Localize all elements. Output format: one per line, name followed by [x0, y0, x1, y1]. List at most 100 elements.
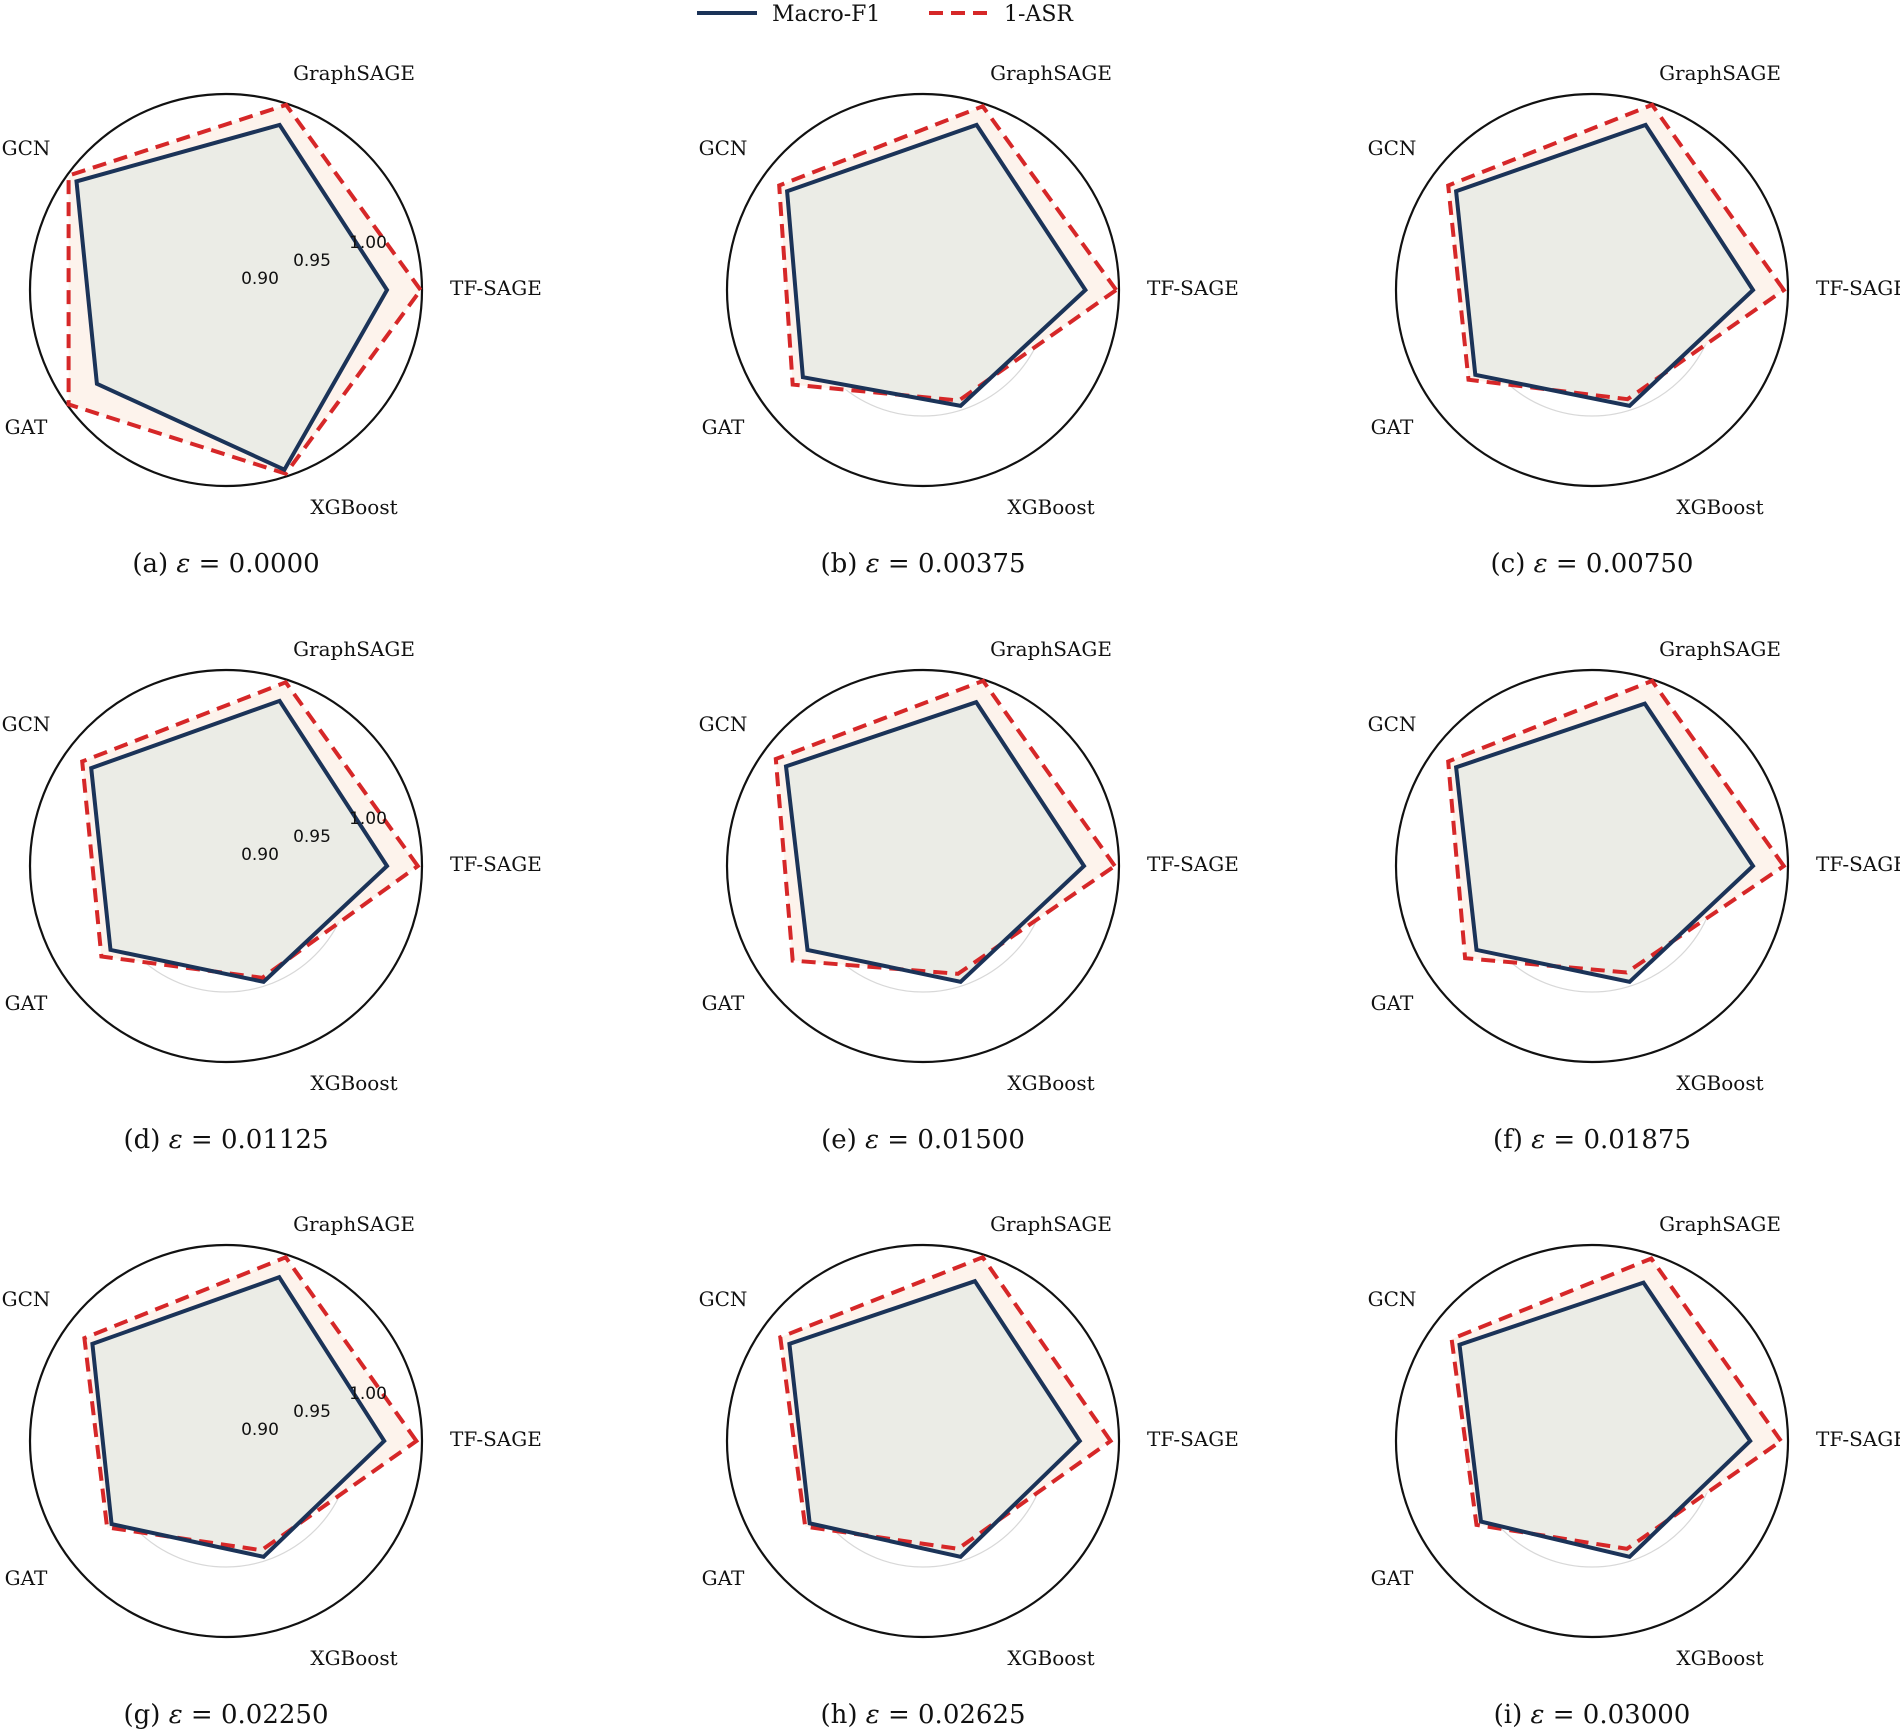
category-label: GAT	[702, 1566, 745, 1590]
outer-circle	[28, 668, 424, 1064]
series-line-macro-f1	[1453, 701, 1756, 984]
series-line-macro-f1	[784, 122, 1089, 408]
panel-caption: (g) ε = 0.02250	[124, 1700, 329, 1730]
category-label: GCN	[699, 1287, 748, 1311]
radar-panel: TF-SAGE GraphSAGE GCN GAT XGBoost (h) ε = 0.0…	[699, 1212, 1239, 1730]
outer-circle	[725, 1243, 1121, 1639]
category-label: TF-SAGE	[1816, 1427, 1900, 1451]
series-line-1-asr	[773, 678, 1118, 976]
category-label: TF-SAGE	[1147, 276, 1239, 300]
category-label: XGBoost	[1676, 495, 1763, 519]
category-label: GCN	[699, 712, 748, 736]
category-label: TF-SAGE	[1147, 1427, 1239, 1451]
r-tick-label: 0.95	[293, 251, 331, 271]
macro-fill	[91, 700, 387, 982]
category-label: GCN	[1368, 1287, 1417, 1311]
macro-fill	[1459, 1282, 1751, 1557]
category-label: XGBoost	[1676, 1646, 1763, 1670]
outer-circle	[725, 668, 1121, 1064]
r-tick-label: 0.90	[241, 269, 279, 289]
category-label: GraphSAGE	[293, 1212, 415, 1236]
category-label: GAT	[5, 991, 48, 1015]
category-label: GAT	[5, 415, 48, 439]
category-label: XGBoost	[1676, 1071, 1763, 1095]
category-label: TF-SAGE	[450, 276, 542, 300]
category-label: GCN	[2, 1287, 51, 1311]
series-line-macro-f1	[783, 699, 1087, 984]
series-line-macro-f1	[1457, 1280, 1753, 1559]
category-label: GraphSAGE	[293, 637, 415, 661]
category-label: XGBoost	[310, 1071, 397, 1095]
category-label: GAT	[1371, 415, 1414, 439]
radar-panel: TF-SAGE GraphSAGE GCN GAT XGBoost (i) ε = 0.0…	[1368, 1212, 1900, 1730]
category-label: GraphSAGE	[990, 61, 1112, 85]
legend-macro-label: Macro-F1	[772, 2, 880, 27]
category-label: XGBoost	[310, 1646, 397, 1670]
outer-circle	[28, 1243, 424, 1639]
legend-asr-label: 1-ASR	[1004, 2, 1074, 27]
radar-panels: 0.90 0.95 1.00 TF-SAGE GraphSAGE GCN GAT XGBoos…	[2, 61, 1900, 1730]
legend: Macro-F1 1-ASR	[697, 2, 1074, 27]
macro-fill	[787, 124, 1086, 406]
macro-fill	[1456, 124, 1753, 406]
macro-fill	[92, 1277, 385, 1557]
category-label: XGBoost	[310, 495, 397, 519]
r-tick-label: 1.00	[349, 233, 387, 253]
panel-caption: (e) ε = 0.01500	[821, 1125, 1025, 1155]
panel-caption: (f) ε = 0.01875	[1493, 1125, 1691, 1155]
category-label: TF-SAGE	[450, 1427, 542, 1451]
panel-caption: (b) ε = 0.00375	[821, 549, 1026, 579]
category-label: GAT	[1371, 991, 1414, 1015]
series-line-macro-f1	[90, 1274, 387, 1559]
category-label: GraphSAGE	[990, 1212, 1112, 1236]
panel-caption: (h) ε = 0.02625	[820, 1700, 1025, 1730]
category-label: GAT	[702, 991, 745, 1015]
category-label: GAT	[5, 1566, 48, 1590]
series-line-1-asr	[80, 679, 421, 980]
panel-caption: (c) ε = 0.00750	[1491, 549, 1694, 579]
radar-panel: TF-SAGE GraphSAGE GCN GAT XGBoost (b) ε = 0.0…	[699, 61, 1239, 579]
outer-circle	[1394, 1243, 1790, 1639]
category-label: GCN	[1368, 136, 1417, 160]
category-label: TF-SAGE	[1816, 852, 1900, 876]
category-label: GCN	[1368, 712, 1417, 736]
r-tick-label: 1.00	[349, 1384, 387, 1404]
r-tick-label: 0.90	[241, 1420, 279, 1440]
macro-fill	[789, 1281, 1080, 1557]
category-label: GAT	[1371, 1566, 1414, 1590]
outer-circle	[1394, 92, 1790, 488]
panel-caption: (d) ε = 0.01125	[124, 1125, 329, 1155]
series-line-macro-f1	[74, 122, 390, 473]
category-label: GAT	[702, 415, 745, 439]
category-label: XGBoost	[1007, 1071, 1094, 1095]
radar-panel: TF-SAGE GraphSAGE GCN GAT XGBoost (c) ε = 0.0…	[1368, 61, 1900, 579]
series-line-1-asr	[1446, 678, 1787, 975]
category-label: GraphSAGE	[1659, 637, 1781, 661]
outer-circle	[28, 92, 424, 488]
radar-panel: 0.90 0.95 1.00 TF-SAGE GraphSAGE GCN GAT XGBoos…	[2, 1212, 542, 1730]
category-label: GraphSAGE	[1659, 61, 1781, 85]
category-label: GraphSAGE	[1659, 1212, 1781, 1236]
category-label: GCN	[699, 136, 748, 160]
r-tick-label: 0.95	[293, 827, 331, 847]
r-tick-label: 1.00	[349, 809, 387, 829]
series-line-1-asr	[66, 102, 424, 477]
category-label: GCN	[2, 712, 51, 736]
radar-panel: 0.90 0.95 1.00 TF-SAGE GraphSAGE GCN GAT XGBoos…	[2, 637, 542, 1155]
category-label: GCN	[2, 136, 51, 160]
r-tick-label: 0.90	[241, 845, 279, 865]
radar-panel: 0.90 0.95 1.00 TF-SAGE GraphSAGE GCN GAT XGBoos…	[2, 61, 542, 579]
series-line-1-asr	[1446, 102, 1787, 402]
series-line-1-asr	[1449, 1256, 1784, 1551]
series-line-macro-f1	[89, 698, 390, 984]
category-label: TF-SAGE	[1816, 276, 1900, 300]
panel-caption: (i) ε = 0.03000	[1494, 1700, 1691, 1730]
macro-fill	[76, 124, 387, 470]
outer-circle	[1394, 668, 1790, 1064]
category-label: XGBoost	[1007, 495, 1094, 519]
outer-circle	[725, 92, 1121, 488]
category-label: TF-SAGE	[1147, 852, 1239, 876]
category-label: TF-SAGE	[450, 852, 542, 876]
series-line-1-asr	[778, 1254, 1114, 1551]
